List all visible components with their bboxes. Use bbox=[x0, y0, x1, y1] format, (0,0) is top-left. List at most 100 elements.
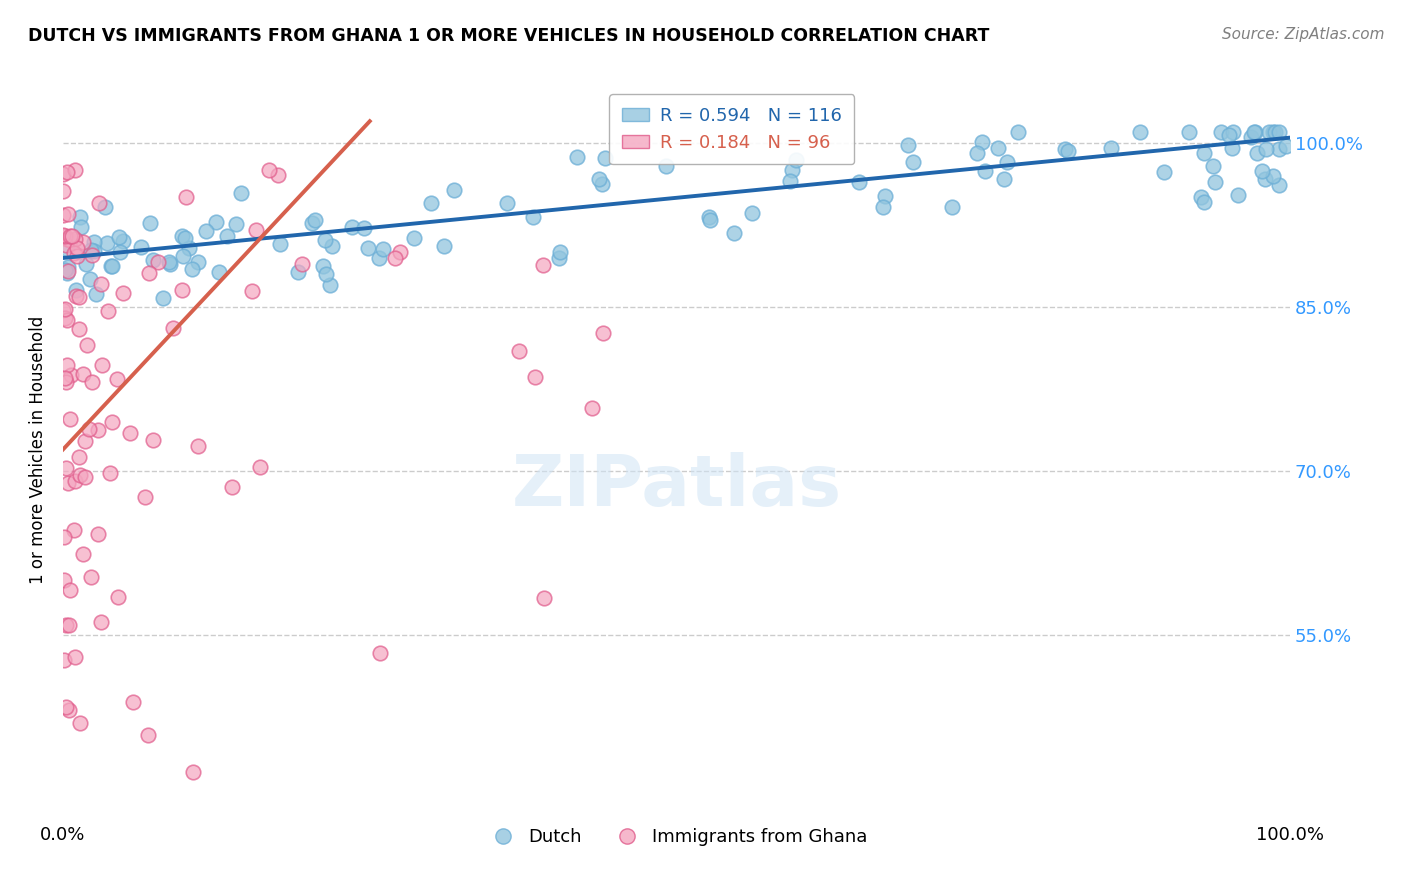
Point bbox=[142, 434, 165, 448]
Point bbox=[357, 240, 380, 254]
Point bbox=[987, 141, 1010, 155]
Point bbox=[723, 226, 745, 240]
Point bbox=[221, 480, 243, 494]
Point bbox=[1226, 188, 1249, 202]
Point bbox=[56, 260, 79, 274]
Point bbox=[1007, 125, 1029, 139]
Point bbox=[138, 216, 160, 230]
Point bbox=[72, 367, 94, 381]
Point bbox=[56, 207, 79, 221]
Point bbox=[52, 531, 75, 545]
Point bbox=[60, 229, 83, 244]
Point bbox=[65, 474, 87, 488]
Point bbox=[77, 422, 100, 436]
Point bbox=[58, 264, 80, 278]
Point bbox=[80, 376, 103, 390]
Point bbox=[373, 242, 395, 256]
Point bbox=[1254, 172, 1277, 186]
Point bbox=[80, 244, 103, 258]
Point bbox=[129, 240, 152, 254]
Point bbox=[72, 235, 94, 249]
Point bbox=[287, 264, 309, 278]
Point bbox=[1258, 125, 1281, 139]
Point bbox=[1053, 142, 1076, 156]
Point bbox=[69, 220, 91, 235]
Point bbox=[873, 189, 896, 203]
Point bbox=[249, 460, 271, 475]
Point bbox=[52, 574, 75, 588]
Point bbox=[1129, 125, 1152, 139]
Point bbox=[1263, 169, 1285, 183]
Point bbox=[52, 184, 75, 198]
Point bbox=[1222, 125, 1244, 139]
Point bbox=[974, 164, 997, 178]
Point bbox=[181, 765, 204, 780]
Point bbox=[267, 168, 290, 182]
Point bbox=[187, 438, 209, 452]
Point bbox=[170, 229, 193, 244]
Point bbox=[565, 150, 588, 164]
Point bbox=[101, 259, 124, 273]
Point bbox=[1268, 142, 1291, 156]
Point bbox=[118, 425, 141, 440]
Point bbox=[388, 245, 411, 260]
Point bbox=[173, 231, 195, 245]
Point bbox=[342, 220, 364, 235]
Point bbox=[76, 338, 98, 352]
Point bbox=[52, 228, 75, 243]
Point bbox=[1204, 176, 1226, 190]
Point bbox=[62, 523, 84, 537]
Point bbox=[1202, 159, 1225, 173]
Point bbox=[69, 715, 91, 730]
Point bbox=[177, 241, 200, 255]
Point bbox=[533, 591, 555, 606]
Point bbox=[66, 241, 89, 255]
Point bbox=[108, 244, 131, 259]
Point bbox=[1243, 125, 1265, 139]
Point bbox=[67, 321, 90, 335]
Point bbox=[90, 358, 112, 372]
Point bbox=[970, 135, 993, 149]
Point bbox=[1192, 146, 1215, 161]
Point bbox=[205, 214, 228, 228]
Point bbox=[433, 239, 456, 253]
Point bbox=[58, 234, 80, 248]
Point bbox=[112, 235, 135, 249]
Point bbox=[1178, 125, 1201, 139]
Point bbox=[63, 245, 86, 260]
Point bbox=[315, 267, 337, 281]
Point bbox=[52, 209, 75, 223]
Point bbox=[73, 434, 96, 448]
Point bbox=[1099, 141, 1122, 155]
Point bbox=[87, 423, 110, 437]
Point bbox=[699, 213, 721, 227]
Point bbox=[1211, 125, 1233, 139]
Point bbox=[966, 145, 988, 160]
Point bbox=[69, 211, 91, 225]
Point bbox=[56, 231, 79, 245]
Point bbox=[59, 411, 82, 425]
Point bbox=[785, 153, 807, 167]
Point bbox=[89, 195, 111, 210]
Point bbox=[174, 190, 197, 204]
Point bbox=[995, 155, 1018, 169]
Point bbox=[55, 700, 77, 714]
Point bbox=[112, 285, 135, 300]
Point bbox=[548, 244, 571, 259]
Point bbox=[1220, 141, 1243, 155]
Point bbox=[591, 178, 613, 192]
Point bbox=[368, 251, 391, 265]
Point bbox=[1246, 146, 1268, 161]
Point bbox=[1254, 142, 1277, 156]
Point bbox=[83, 244, 105, 258]
Point bbox=[67, 290, 90, 304]
Point bbox=[1192, 195, 1215, 210]
Point bbox=[384, 251, 406, 265]
Point bbox=[225, 217, 247, 231]
Point bbox=[782, 163, 804, 178]
Point bbox=[93, 200, 115, 214]
Point bbox=[588, 171, 610, 186]
Point bbox=[172, 283, 194, 297]
Point bbox=[1057, 144, 1080, 158]
Point bbox=[152, 291, 174, 305]
